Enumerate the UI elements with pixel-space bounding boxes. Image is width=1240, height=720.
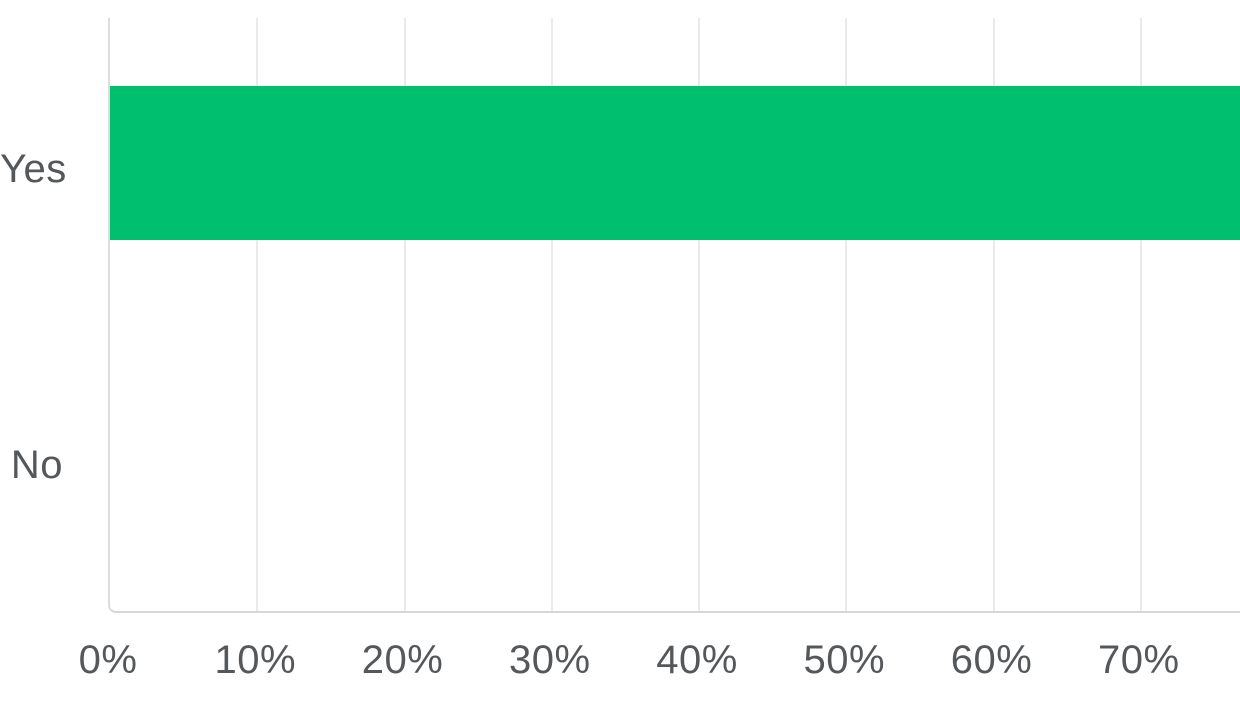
gridline-60 [992,18,995,611]
category-label-yes: Yes [0,147,67,191]
x-tick-label-70pct: 70% [1097,638,1180,682]
gridline-70 [1139,18,1142,611]
x-tick-label-40pct: 40% [656,638,738,682]
x-tick-label-0pct: 0% [78,638,138,682]
x-tick-label-10pct: 10% [214,638,297,682]
x-tick-label-30pct: 30% [508,638,591,682]
gridline-50 [845,18,848,611]
plot-area [108,18,1240,613]
category-label-no: No [10,443,63,487]
x-tick-label-50pct: 50% [803,638,886,682]
gridline-10 [256,18,259,611]
x-tick-label-60pct: 60% [950,638,1033,682]
bar-yes [110,85,1240,240]
x-tick-label-20pct: 20% [361,638,444,682]
gridline-20 [403,18,406,611]
gridline-30 [550,18,553,611]
gridline-40 [698,18,700,611]
